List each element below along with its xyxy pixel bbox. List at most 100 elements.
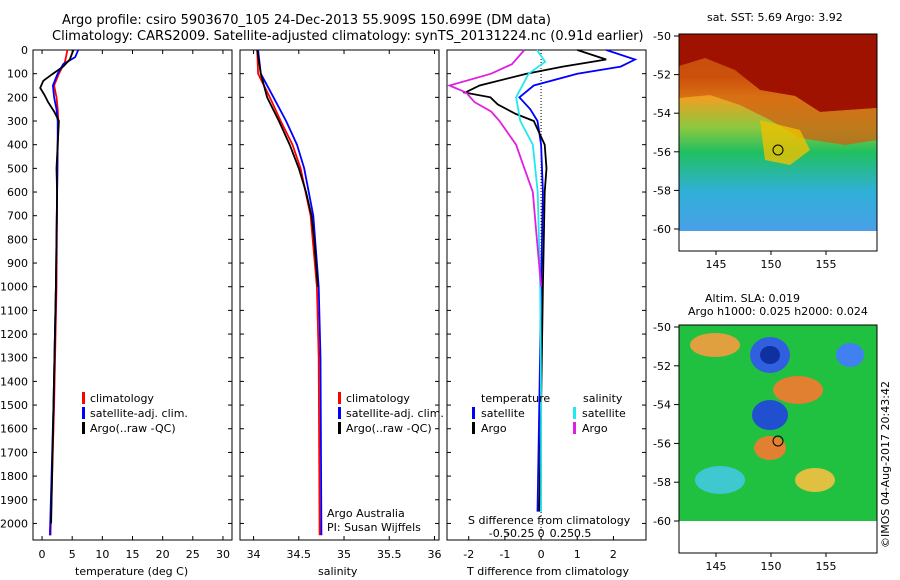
sla-high-anomaly — [690, 333, 740, 357]
legend-s-argo: Argo — [582, 422, 608, 435]
x-tick-label: 36 — [427, 548, 441, 561]
lat-tick-label: -54 — [653, 399, 671, 412]
lat-tick-label: -60 — [653, 223, 671, 236]
legend-swatch-argo — [82, 422, 85, 434]
depth-tick-label: 1800 — [0, 470, 28, 483]
depth-tick-label: 400 — [7, 139, 28, 152]
sst-map-title: sat. SST: 5.69 Argo: 3.92 — [707, 11, 843, 24]
x-tick-label: 0 — [39, 548, 46, 561]
lon-tick-label: 145 — [706, 258, 727, 271]
credit-line1: Argo Australia — [327, 507, 405, 520]
depth-tick-label: 300 — [7, 115, 28, 128]
s-difference-axis-label: S difference from climatology — [468, 514, 631, 527]
x-tick-label: 1 — [574, 548, 581, 561]
credit-line2: PI: Susan Wijffels — [327, 521, 421, 534]
x-tick-label: 5 — [69, 548, 76, 561]
sst-map-frame — [678, 33, 878, 252]
title-line1: Argo profile: csiro 5903670_105 24-Dec-2… — [62, 13, 551, 28]
sla-low-core — [760, 346, 780, 364]
legend-swatch-climatology — [338, 392, 341, 404]
difference-plot-frame — [446, 49, 647, 541]
legend-climatology: climatology — [346, 392, 410, 405]
depth-tick-label: 1500 — [0, 399, 28, 412]
legend-argo: Argo(..raw -QC) — [90, 422, 176, 435]
sla-high-anomaly — [773, 376, 823, 404]
temperature-axis-label: temperature (deg C) — [75, 565, 188, 578]
difference-legend: temperature salinity satellite Argo sate… — [472, 392, 626, 435]
legend-climatology: climatology — [90, 392, 154, 405]
legend-swatch-satellite — [82, 407, 85, 419]
sla-low-anomaly — [752, 400, 788, 430]
depth-tick-label: 200 — [7, 91, 28, 104]
sla-map-title2: Argo h1000: 0.025 h2000: 0.024 — [688, 305, 868, 318]
temperature-plot-frame — [32, 49, 233, 541]
legend-argo: Argo(..raw -QC) — [346, 422, 432, 435]
x-tick-label: -1 — [499, 548, 510, 561]
depth-tick-label: 0 — [21, 44, 28, 57]
depth-tick-label: 900 — [7, 257, 28, 270]
legend-swatch-climatology — [82, 392, 85, 404]
sla-map-title1: Altim. SLA: 0.019 — [705, 292, 800, 305]
x-tick-label: 34.5 — [287, 548, 312, 561]
legend-s-satellite: satellite — [582, 407, 626, 420]
series-line — [256, 49, 319, 287]
profile-lines — [39, 49, 638, 536]
lat-tick-label: -58 — [653, 476, 671, 489]
x-tick-label: 10 — [95, 548, 109, 561]
title-line2: Climatology: CARS2009. Satellite-adjuste… — [52, 29, 644, 44]
depth-tick-label: 100 — [7, 68, 28, 81]
sst-map — [678, 33, 878, 252]
lon-tick-label: 145 — [706, 560, 727, 573]
legend-swatch-argo — [338, 422, 341, 434]
lat-tick-label: -54 — [653, 107, 671, 120]
lat-tick-label: -50 — [653, 321, 671, 334]
legend-temperature: temperature — [481, 392, 550, 405]
depth-tick-label: 600 — [7, 186, 28, 199]
sla-low-anomaly — [836, 343, 864, 367]
x-tick-label: 0 — [538, 548, 545, 561]
lat-tick-label: -52 — [653, 69, 671, 82]
sla-argo-location-marker — [772, 435, 784, 447]
lon-tick-label: 155 — [816, 258, 837, 271]
salinity-plot-frame — [239, 49, 440, 541]
sst-map-ticks: -50 -52 -54 -56 -58 -60 145 150 155 — [653, 30, 836, 271]
legend-swatch-s-satellite — [573, 407, 576, 419]
temperature-legend: climatology satellite-adj. clim. Argo(..… — [82, 392, 188, 435]
s-tick-label: -0.25 — [506, 527, 534, 540]
lat-tick-label: -50 — [653, 30, 671, 43]
x-tick-label: 25 — [186, 548, 200, 561]
s-tick-label: 0.5 — [574, 527, 592, 540]
depth-tick-label: 1400 — [0, 375, 28, 388]
legend-swatch-t-satellite — [472, 407, 475, 419]
sst-no-data — [679, 231, 877, 251]
depth-tick-label: 1100 — [0, 304, 28, 317]
lat-tick-label: -56 — [653, 437, 671, 450]
legend-satellite: satellite-adj. clim. — [346, 407, 444, 420]
sla-map — [678, 324, 878, 554]
s-tick-label: 0.25 — [550, 527, 575, 540]
sst-front — [679, 58, 877, 145]
series-line — [515, 49, 547, 512]
sla-map-ticks: -50 -52 -54 -56 -58 -60 145 150 155 — [653, 321, 836, 573]
sst-argo-location-marker — [772, 144, 784, 156]
legend-swatch-t-argo — [472, 422, 475, 434]
sla-no-data — [679, 521, 877, 553]
lat-tick-label: -58 — [653, 184, 671, 197]
legend-salinity: salinity — [583, 392, 623, 405]
series-line — [446, 49, 542, 287]
depth-tick-label: 1600 — [0, 423, 28, 436]
depth-tick-label: 1000 — [0, 281, 28, 294]
axes: 0 5 10 15 20 25 30 34 34.5 35 35.5 36 -2 -1 0 1 2 -0.5-0.… — [33, 49, 646, 561]
lat-tick-label: -56 — [653, 146, 671, 159]
sla-low-anomaly — [695, 466, 745, 494]
lat-tick-label: -60 — [653, 515, 671, 528]
x-tick-label: 20 — [156, 548, 170, 561]
legend-satellite: satellite-adj. clim. — [90, 407, 188, 420]
depth-tick-label: 1200 — [0, 328, 28, 341]
depth-tick-label: 2000 — [0, 517, 28, 530]
depth-tick-label: 800 — [7, 233, 28, 246]
lon-tick-label: 155 — [816, 560, 837, 573]
x-tick-label: -2 — [463, 548, 474, 561]
salinity-legend: climatology satellite-adj. clim. Argo(..… — [338, 392, 444, 435]
